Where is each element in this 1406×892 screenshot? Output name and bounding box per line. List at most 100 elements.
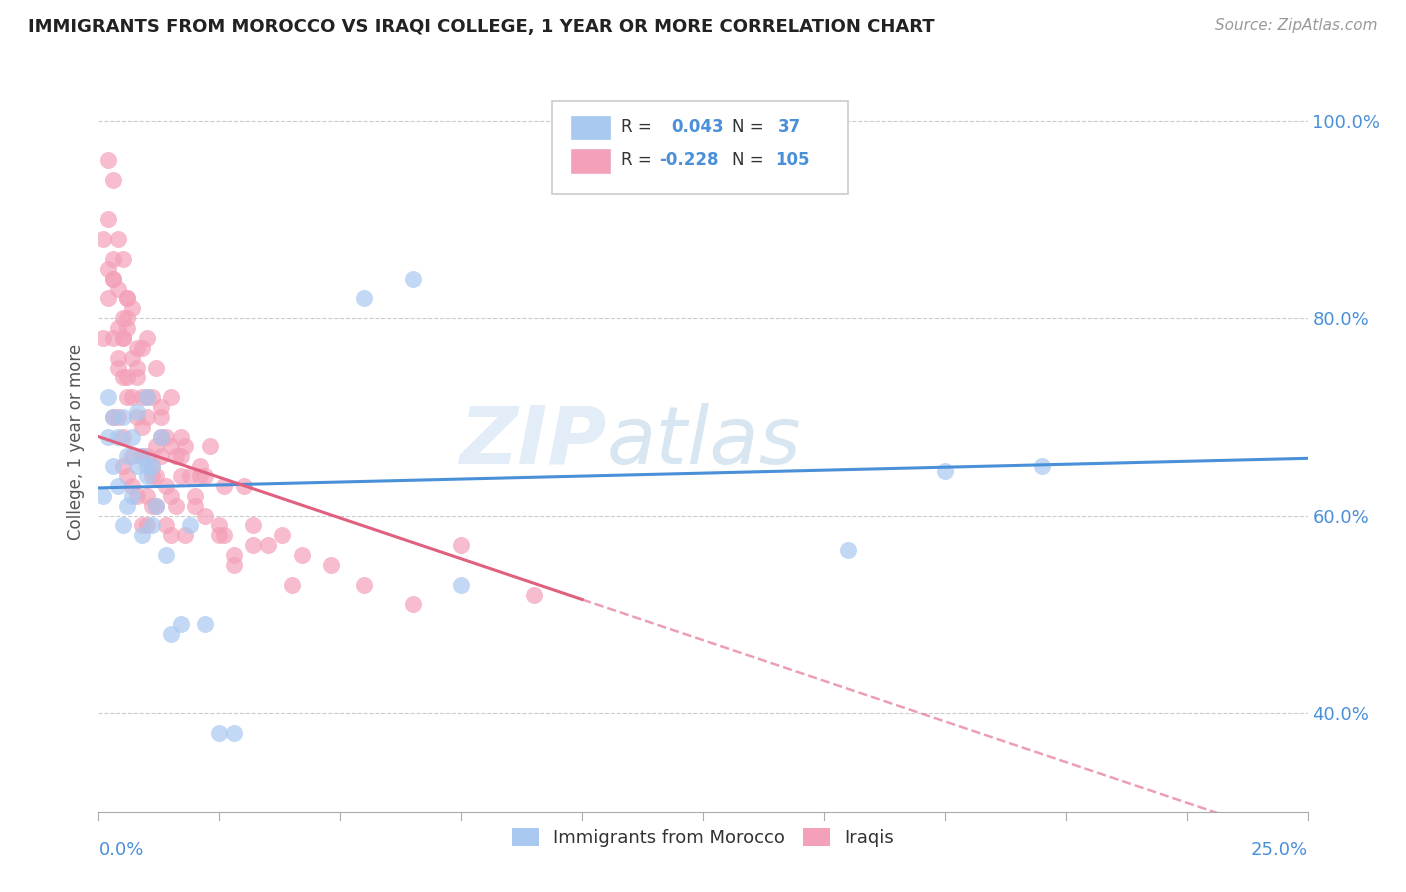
Point bbox=[117, 450, 139, 464]
Point bbox=[111, 370, 134, 384]
Point bbox=[111, 459, 134, 474]
Point bbox=[290, 548, 312, 562]
FancyBboxPatch shape bbox=[571, 149, 610, 173]
Point bbox=[141, 469, 163, 483]
Point bbox=[150, 429, 173, 443]
Point bbox=[450, 538, 472, 552]
Point bbox=[150, 409, 173, 424]
Point bbox=[107, 321, 129, 335]
Point bbox=[107, 232, 129, 246]
Point bbox=[271, 528, 294, 542]
Point bbox=[1031, 459, 1053, 474]
Point bbox=[194, 469, 217, 483]
Point bbox=[127, 341, 149, 355]
Point bbox=[101, 409, 124, 424]
Point bbox=[135, 409, 157, 424]
Point bbox=[242, 518, 264, 533]
Point bbox=[91, 489, 114, 503]
Point bbox=[131, 450, 153, 464]
Y-axis label: College, 1 year or more: College, 1 year or more bbox=[66, 343, 84, 540]
Point bbox=[101, 271, 124, 285]
Text: ZIP: ZIP bbox=[458, 402, 606, 481]
Text: R =: R = bbox=[621, 152, 657, 169]
Point bbox=[208, 518, 231, 533]
Point bbox=[188, 459, 211, 474]
Point bbox=[121, 479, 143, 493]
Point bbox=[117, 390, 139, 404]
Point bbox=[97, 292, 120, 306]
Point bbox=[91, 331, 114, 345]
Point bbox=[212, 479, 235, 493]
Text: 0.043: 0.043 bbox=[672, 118, 724, 136]
Legend: Immigrants from Morocco, Iraqis: Immigrants from Morocco, Iraqis bbox=[505, 821, 901, 855]
Text: 105: 105 bbox=[776, 152, 810, 169]
Point bbox=[97, 261, 120, 276]
Point bbox=[155, 548, 177, 562]
Point bbox=[165, 499, 187, 513]
Point bbox=[121, 489, 143, 503]
Point bbox=[121, 390, 143, 404]
Text: N =: N = bbox=[733, 152, 769, 169]
Point bbox=[131, 518, 153, 533]
Point bbox=[131, 528, 153, 542]
Point bbox=[121, 429, 143, 443]
Point bbox=[150, 450, 173, 464]
Point bbox=[450, 577, 472, 591]
Point bbox=[117, 469, 139, 483]
Point bbox=[160, 627, 183, 641]
Point bbox=[135, 459, 157, 474]
Point bbox=[107, 281, 129, 295]
Point bbox=[179, 469, 201, 483]
Point bbox=[111, 429, 134, 443]
Point bbox=[101, 331, 124, 345]
FancyBboxPatch shape bbox=[551, 101, 848, 194]
Point bbox=[150, 400, 173, 414]
Point bbox=[256, 538, 278, 552]
Point bbox=[222, 558, 245, 572]
Point bbox=[135, 489, 157, 503]
Point bbox=[127, 370, 149, 384]
Point bbox=[131, 390, 153, 404]
Point bbox=[145, 360, 167, 375]
Point bbox=[111, 518, 134, 533]
Point bbox=[145, 499, 167, 513]
Point bbox=[160, 440, 183, 454]
Point bbox=[155, 479, 177, 493]
Point bbox=[111, 409, 134, 424]
Point bbox=[837, 543, 859, 558]
Point bbox=[135, 450, 157, 464]
Point bbox=[194, 508, 217, 523]
Point bbox=[169, 469, 191, 483]
Point bbox=[127, 360, 149, 375]
Point bbox=[150, 429, 173, 443]
Point bbox=[117, 292, 139, 306]
Point bbox=[353, 577, 375, 591]
Point bbox=[141, 518, 163, 533]
Point bbox=[188, 469, 211, 483]
Point bbox=[127, 459, 149, 474]
Point bbox=[319, 558, 342, 572]
Point bbox=[101, 459, 124, 474]
Point bbox=[135, 331, 157, 345]
Point bbox=[222, 548, 245, 562]
Point bbox=[160, 528, 183, 542]
Point bbox=[135, 390, 157, 404]
Point bbox=[184, 499, 207, 513]
Point bbox=[135, 518, 157, 533]
Point bbox=[111, 311, 134, 326]
Point bbox=[131, 341, 153, 355]
Point bbox=[242, 538, 264, 552]
Point bbox=[179, 518, 201, 533]
Point bbox=[145, 440, 167, 454]
Point bbox=[107, 479, 129, 493]
Point bbox=[117, 499, 139, 513]
Point bbox=[127, 409, 149, 424]
Point bbox=[107, 429, 129, 443]
Point bbox=[184, 489, 207, 503]
Point bbox=[107, 360, 129, 375]
Point bbox=[169, 429, 191, 443]
Point bbox=[402, 598, 425, 612]
Point bbox=[523, 588, 546, 602]
Point bbox=[117, 321, 139, 335]
Point bbox=[141, 390, 163, 404]
